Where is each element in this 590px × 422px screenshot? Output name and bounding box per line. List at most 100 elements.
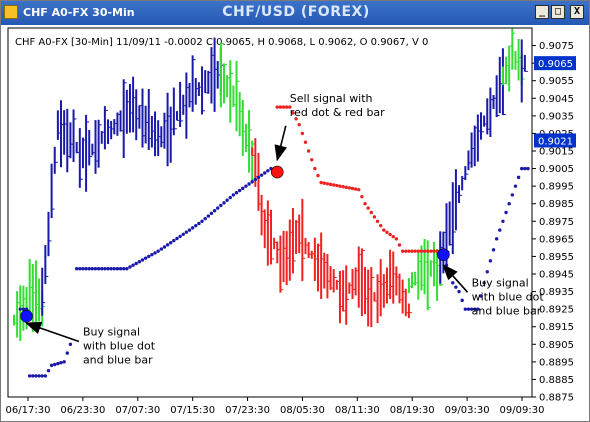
trail-dot: [225, 198, 229, 202]
trail-dot: [250, 180, 254, 184]
trail-dot: [344, 185, 348, 190]
ohlc-bar: [235, 60, 240, 132]
ohlc-bar: [479, 112, 484, 140]
trail-dot: [347, 186, 352, 190]
trail-dot: [498, 228, 502, 232]
trail-dot: [228, 195, 232, 200]
trail-dot: [190, 226, 195, 230]
trail-dot: [294, 117, 298, 121]
trail-dot: [360, 194, 364, 199]
y-tick-label: 0.8935: [539, 287, 574, 298]
trail-dot: [194, 223, 198, 228]
trail-dot: [507, 202, 511, 206]
ohlc-bar: [270, 209, 274, 265]
trail-dot: [520, 166, 524, 171]
x-tick-label: 06/17:30: [6, 405, 51, 416]
ohlc-bar: [464, 166, 469, 181]
y-tick-label: 0.8945: [539, 270, 574, 281]
trail-dot: [523, 166, 527, 171]
trail-dot: [491, 248, 496, 252]
trail-dot: [87, 267, 91, 271]
trail-dot: [209, 211, 214, 216]
trail-dot: [253, 177, 258, 182]
x-tick-label: 07/15:30: [170, 405, 215, 416]
ohlc-bar: [172, 87, 177, 136]
trail-dot: [231, 193, 236, 197]
minimize-button[interactable]: _: [535, 5, 549, 19]
window-title: CHF A0-FX 30-Min: [23, 6, 135, 19]
trail-dot: [65, 351, 69, 355]
trail-dot: [310, 158, 314, 162]
chart-app-icon: [4, 5, 18, 19]
sell-signal-dot: [270, 165, 284, 179]
annotation-text: with blue dot: [472, 290, 545, 303]
price-marker-label: 0.9021: [538, 136, 573, 147]
trail-dot: [106, 267, 110, 271]
trail-dot: [150, 252, 154, 257]
ohlc-bar: [301, 198, 306, 282]
trail-dot: [203, 216, 207, 221]
trail-dot: [426, 249, 430, 253]
trail-dot: [259, 173, 264, 177]
trail-dot: [297, 122, 301, 127]
trail-dot: [463, 307, 468, 311]
trail-dot: [244, 184, 248, 188]
trail-dot: [100, 267, 104, 271]
price-marker-box: [534, 133, 576, 148]
annotation-text: Buy signal: [83, 326, 140, 339]
trail-dot: [391, 234, 395, 239]
x-tick-label: 08/19:30: [390, 405, 435, 416]
trail-dot: [353, 187, 358, 191]
maximize-button[interactable]: □: [551, 5, 565, 19]
y-tick-label: 0.8995: [539, 182, 574, 193]
trail-dot: [27, 374, 32, 378]
close-button[interactable]: X: [570, 5, 584, 19]
trail-dot: [184, 230, 189, 234]
ohlc-bar: [122, 79, 127, 158]
ohlc-bar: [489, 87, 494, 138]
trail-dot: [501, 219, 505, 223]
ohlc-bar: [407, 303, 412, 319]
trail-dot: [137, 260, 142, 264]
ohlc-bar: [88, 129, 93, 166]
trail-dot: [378, 223, 383, 228]
annotation-text: and blue bar: [83, 354, 153, 367]
trail-dot: [237, 188, 242, 193]
ohlc-bar: [201, 66, 206, 115]
trail-dot: [56, 361, 60, 366]
trail-dot: [288, 105, 292, 109]
y-tick-label: 0.8975: [539, 217, 574, 228]
price-marker: 0.9021: [534, 133, 576, 148]
trail-dot: [206, 214, 211, 218]
y-tick-label: 0.8875: [539, 393, 574, 404]
annotation-text: and blue bar: [472, 304, 542, 317]
trail-dot: [410, 249, 414, 253]
price-marker-box: [534, 56, 576, 71]
ohlc-bar: [523, 54, 528, 72]
price-bars: [13, 28, 528, 341]
trail-dot: [84, 267, 88, 271]
trail-dot: [457, 289, 461, 294]
trail-dot: [400, 249, 405, 253]
annotation-text: red dot & red bar: [290, 106, 385, 119]
trail-dot: [422, 249, 427, 253]
y-tick-label: 0.9075: [539, 41, 574, 52]
y-tick-label: 0.8905: [539, 340, 574, 351]
ohlc-bar: [179, 81, 184, 127]
trail-dot: [169, 241, 173, 245]
trail-dot: [18, 307, 22, 311]
trail-dot: [331, 183, 336, 187]
ohlc-bar: [53, 146, 58, 174]
trail-dot: [278, 105, 283, 109]
trail-dot: [178, 234, 182, 239]
trail-dot: [68, 342, 73, 346]
ohlc-bar: [44, 244, 49, 284]
ohlc-bar: [97, 119, 102, 168]
trail-dot: [131, 263, 135, 267]
trail-dot: [357, 187, 361, 192]
trail-dot: [43, 374, 48, 378]
y-tick-label: 0.9005: [539, 164, 574, 175]
trail-dot: [125, 267, 129, 271]
trail-dot: [147, 254, 151, 259]
